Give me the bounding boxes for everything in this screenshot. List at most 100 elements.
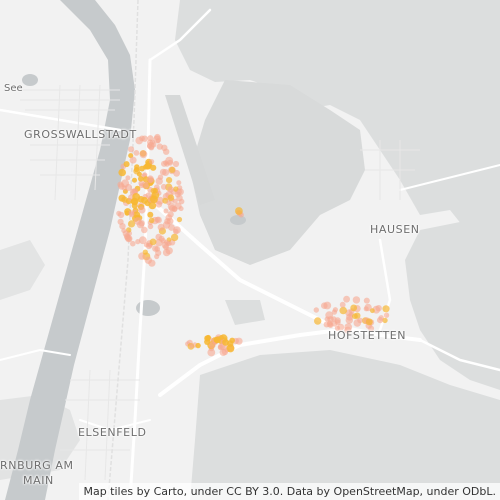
location-point: [142, 249, 148, 255]
location-point: [150, 195, 158, 204]
location-point: [148, 201, 157, 210]
location-point: [123, 161, 130, 168]
location-point: [375, 305, 382, 312]
location-point: [176, 188, 184, 196]
location-point: [166, 177, 173, 184]
location-point: [138, 252, 146, 260]
river-main: [5, 0, 135, 500]
location-point: [165, 247, 173, 255]
location-point: [138, 176, 144, 182]
location-point: [129, 156, 137, 164]
map-attribution[interactable]: Map tiles by Carto, under CC BY 3.0. Dat…: [79, 483, 500, 500]
place-label-hausen: HAUSEN: [370, 223, 420, 236]
road-sw: [0, 349, 71, 361]
location-point: [149, 159, 155, 165]
location-point: [195, 342, 201, 349]
place-label-erlenbach-1: RNBURG AM: [0, 459, 74, 472]
forest-west-patch: [0, 240, 45, 300]
road-north-south: [128, 58, 152, 500]
location-point: [144, 256, 152, 264]
location-point: [147, 135, 154, 142]
location-point: [323, 301, 332, 310]
forest-north-east: [175, 0, 500, 235]
railway: [107, 0, 139, 500]
forest-hausen-east: [405, 210, 500, 390]
location-point: [141, 135, 148, 142]
road-elsenfeld: [79, 419, 151, 431]
location-point: [178, 198, 185, 205]
location-point: [166, 200, 172, 206]
road-north: [148, 8, 212, 62]
location-point: [357, 317, 363, 324]
location-point: [118, 183, 125, 190]
place-label-hofstetten: HOFSTETTEN: [328, 329, 407, 342]
location-point: [207, 348, 216, 357]
location-point: [132, 177, 137, 183]
location-point: [350, 304, 358, 312]
forest-small-1: [225, 300, 265, 325]
location-point: [170, 233, 179, 242]
forest-south: [190, 350, 500, 500]
location-point: [377, 317, 384, 324]
lake-3: [230, 215, 246, 225]
location-point: [343, 295, 350, 303]
location-point: [331, 320, 338, 327]
location-point: [161, 160, 168, 167]
location-point: [156, 143, 163, 150]
location-point: [150, 187, 157, 194]
location-point: [147, 211, 154, 218]
location-point: [130, 240, 136, 247]
location-point: [155, 239, 163, 247]
location-point: [154, 246, 161, 252]
location-point: [382, 305, 390, 313]
location-point: [119, 223, 126, 230]
location-point: [222, 339, 230, 346]
location-point: [138, 220, 145, 227]
location-point: [133, 211, 141, 219]
road-main-diagonal: [148, 198, 422, 342]
location-point: [149, 238, 157, 246]
location-point: [363, 297, 370, 304]
location-point: [126, 236, 132, 242]
location-point: [154, 253, 160, 260]
location-point: [339, 301, 346, 308]
location-point: [155, 196, 164, 205]
road-ne: [399, 164, 500, 191]
location-point: [219, 348, 227, 356]
location-point: [363, 306, 369, 312]
location-point: [148, 217, 155, 224]
location-point: [352, 296, 361, 304]
location-point: [226, 344, 235, 353]
location-point: [171, 206, 178, 212]
location-point: [382, 317, 388, 324]
location-point: [176, 216, 183, 223]
location-point: [141, 196, 148, 204]
location-point: [141, 181, 149, 189]
location-point: [168, 224, 175, 231]
location-point: [144, 163, 151, 170]
industrial-area: [165, 95, 215, 205]
location-point: [146, 175, 154, 183]
place-label-see: See: [4, 83, 23, 94]
location-point: [125, 175, 131, 181]
location-point: [165, 214, 173, 221]
location-point: [157, 223, 165, 231]
location-point: [346, 313, 354, 321]
location-point: [169, 166, 176, 173]
location-point: [138, 206, 146, 214]
road-west: [0, 108, 122, 132]
location-point: [139, 150, 148, 159]
location-point: [142, 172, 148, 178]
location-point: [159, 168, 167, 176]
location-point: [337, 323, 345, 331]
road-east: [418, 338, 500, 372]
location-point: [117, 211, 125, 219]
location-point: [235, 207, 243, 215]
location-point: [138, 236, 147, 245]
location-point: [217, 343, 225, 351]
place-label-elsenfeld: ELSENFELD: [78, 426, 147, 439]
location-point: [121, 196, 128, 203]
